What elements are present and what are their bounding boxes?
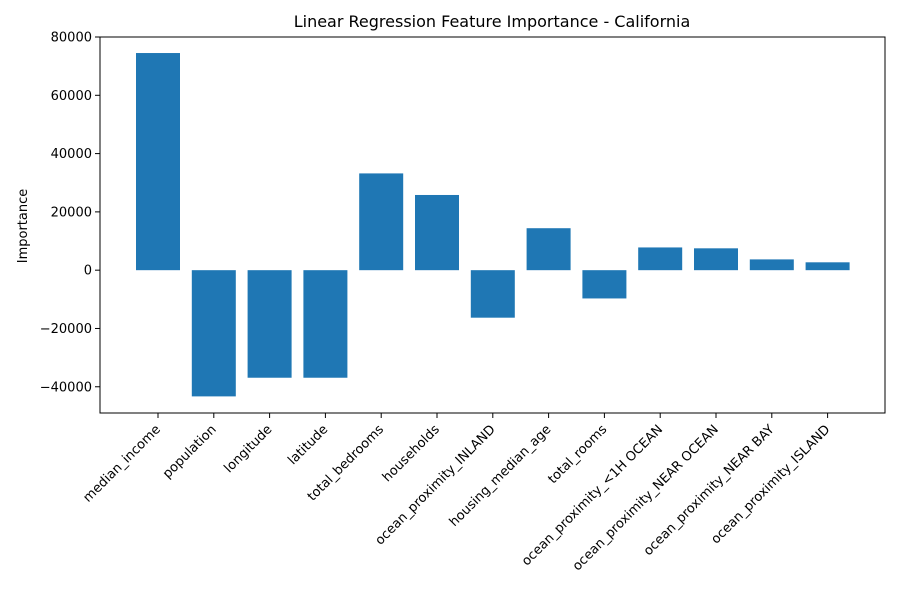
bar-ocean-proximity-near-bay bbox=[749, 259, 794, 271]
plot-frame bbox=[99, 36, 886, 414]
bar-households bbox=[415, 194, 459, 271]
x-tick-label: longitude bbox=[222, 422, 276, 476]
x-tick-label: population bbox=[160, 422, 220, 482]
bar-housing-median-age bbox=[526, 228, 571, 271]
y-tick-label: 20000 bbox=[51, 205, 92, 220]
y-axis-ticks: −40000 −20000 0 20000 40000 60000 80000 bbox=[40, 31, 100, 395]
bars-group bbox=[136, 53, 850, 397]
bar-ocean-proximity-inland bbox=[470, 270, 515, 318]
y-tick-label: −20000 bbox=[40, 322, 92, 337]
bar-total-rooms bbox=[582, 270, 627, 299]
bar-longitude bbox=[247, 270, 292, 378]
y-tick-label: 40000 bbox=[51, 147, 92, 162]
y-tick-label: 60000 bbox=[51, 89, 92, 104]
bar-ocean-proximity-1h-ocean bbox=[638, 247, 683, 271]
y-axis-label: Importance bbox=[16, 189, 31, 264]
x-tick-label: ocean_proximity_ISLAND bbox=[708, 422, 833, 547]
bar-ocean-proximity-island bbox=[805, 262, 850, 271]
y-tick-label: −40000 bbox=[40, 380, 92, 395]
bar-median-income bbox=[136, 53, 180, 271]
x-tick-label: housing_median_age bbox=[447, 422, 555, 530]
chart-title: Linear Regression Feature Importance - C… bbox=[294, 12, 691, 31]
bar-population bbox=[191, 270, 236, 397]
x-tick-label: latitude bbox=[285, 422, 331, 468]
x-tick-label: median_income bbox=[80, 422, 163, 505]
y-tick-label: 80000 bbox=[51, 31, 92, 46]
y-tick-label: 0 bbox=[84, 264, 92, 279]
bar-latitude bbox=[303, 270, 348, 378]
bar-ocean-proximity-near-ocean bbox=[694, 248, 738, 271]
bar-total-bedrooms bbox=[359, 173, 404, 271]
